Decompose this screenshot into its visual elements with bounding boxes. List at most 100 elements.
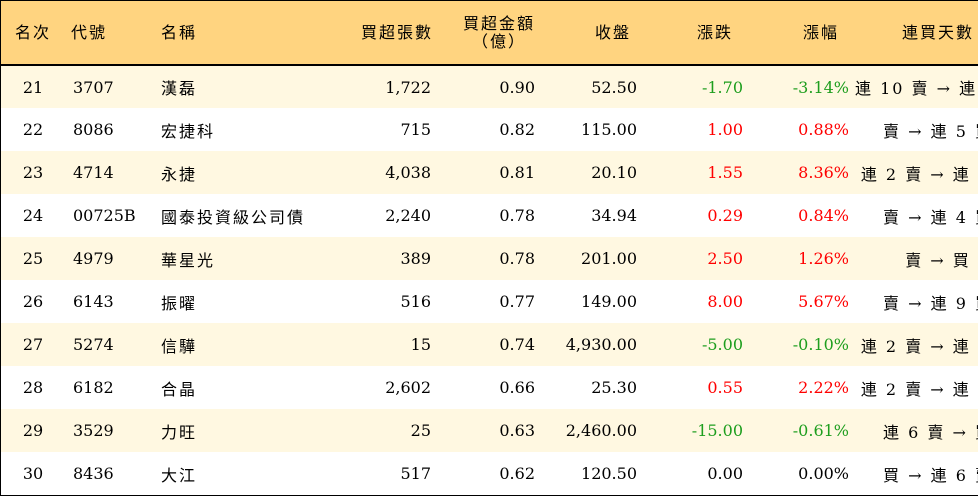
header-amount-stack: 買超金額 （億） [462, 13, 535, 51]
cell-code: 4979 [73, 249, 114, 268]
cell-close: 52.50 [591, 77, 637, 97]
table-row: 23 4714 永捷 4,038 0.81 20.10 1.55 8.36% 連… [1, 151, 978, 194]
cell-rank: 26 [22, 292, 44, 311]
cell-rank: 24 [22, 206, 44, 225]
cell-percent: 0.88% [798, 120, 849, 139]
cell-code: 8086 [73, 120, 114, 139]
cell-amount: 0.81 [499, 163, 535, 182]
header-amount-line1: 買超金額 [462, 13, 535, 33]
table-row: 30 8436 大江 517 0.62 120.50 0.00 0.00% 買 … [1, 452, 978, 495]
cell-streak: 連 2 賣 → 連 4 買 [860, 164, 978, 184]
cell-rank: 27 [22, 335, 44, 354]
cell-close: 20.10 [591, 163, 637, 182]
cell-percent: 0.00% [798, 464, 849, 483]
cell-rank: 29 [22, 421, 44, 440]
cell-name: 漢磊 [161, 79, 198, 98]
table-row: 29 3529 力旺 25 0.63 2,460.00 -15.00 -0.61… [1, 409, 978, 452]
cell-amount: 0.82 [499, 120, 535, 139]
header-amount: 買超金額 （億） [439, 1, 541, 66]
cell-streak: 賣 → 連 9 買 [883, 293, 978, 313]
header-close: 收盤 [541, 1, 643, 66]
cell-name: 國泰投資級公司債 [161, 207, 306, 227]
cell-close: 149.00 [581, 292, 637, 311]
cell-change: 0.55 [707, 378, 743, 397]
cell-net-lots: 1,722 [385, 77, 431, 97]
cell-net-lots: 517 [400, 464, 431, 483]
table-row: 27 5274 信驊 15 0.74 4,930.00 -5.00 -0.10%… [1, 323, 978, 366]
cell-name: 力旺 [161, 422, 198, 442]
cell-net-lots: 25 [410, 421, 431, 440]
cell-amount: 0.77 [499, 292, 535, 311]
cell-name: 大江 [161, 465, 198, 485]
cell-amount: 0.63 [499, 421, 535, 440]
cell-code: 6143 [73, 292, 114, 311]
cell-change: 2.50 [707, 249, 743, 268]
header-code: 代號 [65, 1, 155, 66]
cell-close: 201.00 [581, 249, 637, 268]
header-amount-line2: （億） [471, 31, 526, 51]
cell-code: 4714 [73, 163, 114, 182]
header-streak: 連買天數 [855, 1, 978, 66]
cell-percent: -0.61% [792, 421, 849, 440]
cell-close: 25.30 [591, 378, 637, 397]
cell-amount: 0.74 [499, 335, 535, 354]
cell-change: 0.29 [707, 206, 743, 225]
cell-net-lots: 2,240 [385, 206, 431, 225]
cell-name: 宏捷科 [161, 121, 216, 141]
header-rank: 名次 [1, 1, 65, 66]
cell-streak: 賣 → 買 [905, 250, 971, 270]
cell-streak: 賣 → 連 4 買 [883, 207, 978, 227]
cell-streak: 連 2 賣 → 連 4 買 [860, 379, 978, 399]
cell-close: 4,930.00 [565, 335, 637, 354]
cell-rank: 28 [22, 378, 44, 397]
cell-percent: 1.26% [798, 249, 849, 268]
cell-streak: 賣 → 連 5 買 [883, 121, 978, 141]
cell-rank: 23 [22, 163, 44, 182]
header-change: 漲跌 [643, 1, 749, 66]
cell-name: 振曜 [161, 293, 198, 313]
cell-net-lots: 2,602 [385, 378, 431, 397]
cell-name: 合晶 [161, 379, 198, 399]
cell-net-lots: 4,038 [385, 163, 431, 182]
cell-close: 34.94 [591, 206, 637, 225]
cell-streak: 連 2 賣 → 連 3 買 [860, 336, 978, 356]
cell-amount: 0.66 [499, 378, 535, 397]
cell-amount: 0.62 [499, 464, 535, 483]
header-name: 名稱 [155, 1, 331, 66]
table-row: 24 00725B 國泰投資級公司債 2,240 0.78 34.94 0.29… [1, 194, 978, 237]
cell-name: 信驊 [161, 336, 198, 356]
cell-amount: 0.78 [499, 206, 535, 225]
cell-name: 華星光 [161, 250, 216, 270]
cell-close: 120.50 [581, 464, 637, 483]
cell-streak: 連 6 賣 → 買 [883, 422, 978, 442]
cell-change: -15.00 [691, 421, 743, 440]
cell-code: 3707 [73, 77, 114, 97]
table-body: 21 3707 漢磊 1,722 0.90 52.50 -1.70 -3.14%… [1, 65, 978, 495]
cell-percent: -0.10% [792, 335, 849, 354]
cell-name: 永捷 [161, 164, 198, 184]
cell-percent: -3.14% [792, 77, 849, 97]
cell-change: 8.00 [707, 292, 743, 311]
header-percent: 漲幅 [749, 1, 855, 66]
cell-change: 1.55 [707, 163, 743, 182]
cell-percent: 8.36% [798, 163, 849, 182]
cell-code: 8436 [73, 464, 114, 483]
cell-code: 6182 [73, 378, 114, 397]
table-header: 名次 代號 名稱 買超張數 買超金額 （億） 收盤 漲跌 漲幅 連買天數 [1, 1, 978, 66]
table-row: 25 4979 華星光 389 0.78 201.00 2.50 1.26% 賣… [1, 237, 978, 280]
cell-code: 5274 [73, 335, 114, 354]
cell-code: 3529 [73, 421, 114, 440]
table-row: 22 8086 宏捷科 715 0.82 115.00 1.00 0.88% 賣… [1, 108, 978, 151]
cell-code: 00725B [73, 206, 136, 225]
table-row: 26 6143 振曜 516 0.77 149.00 8.00 5.67% 賣 … [1, 280, 978, 323]
table-row: 28 6182 合晶 2,602 0.66 25.30 0.55 2.22% 連… [1, 366, 978, 409]
cell-streak: 買 → 連 6 賣 [883, 465, 978, 485]
cell-amount: 0.78 [499, 249, 535, 268]
cell-change: -1.70 [701, 77, 743, 97]
cell-rank: 30 [22, 464, 44, 483]
cell-net-lots: 389 [400, 249, 431, 268]
cell-change: 1.00 [707, 120, 743, 139]
cell-rank: 22 [22, 120, 44, 139]
